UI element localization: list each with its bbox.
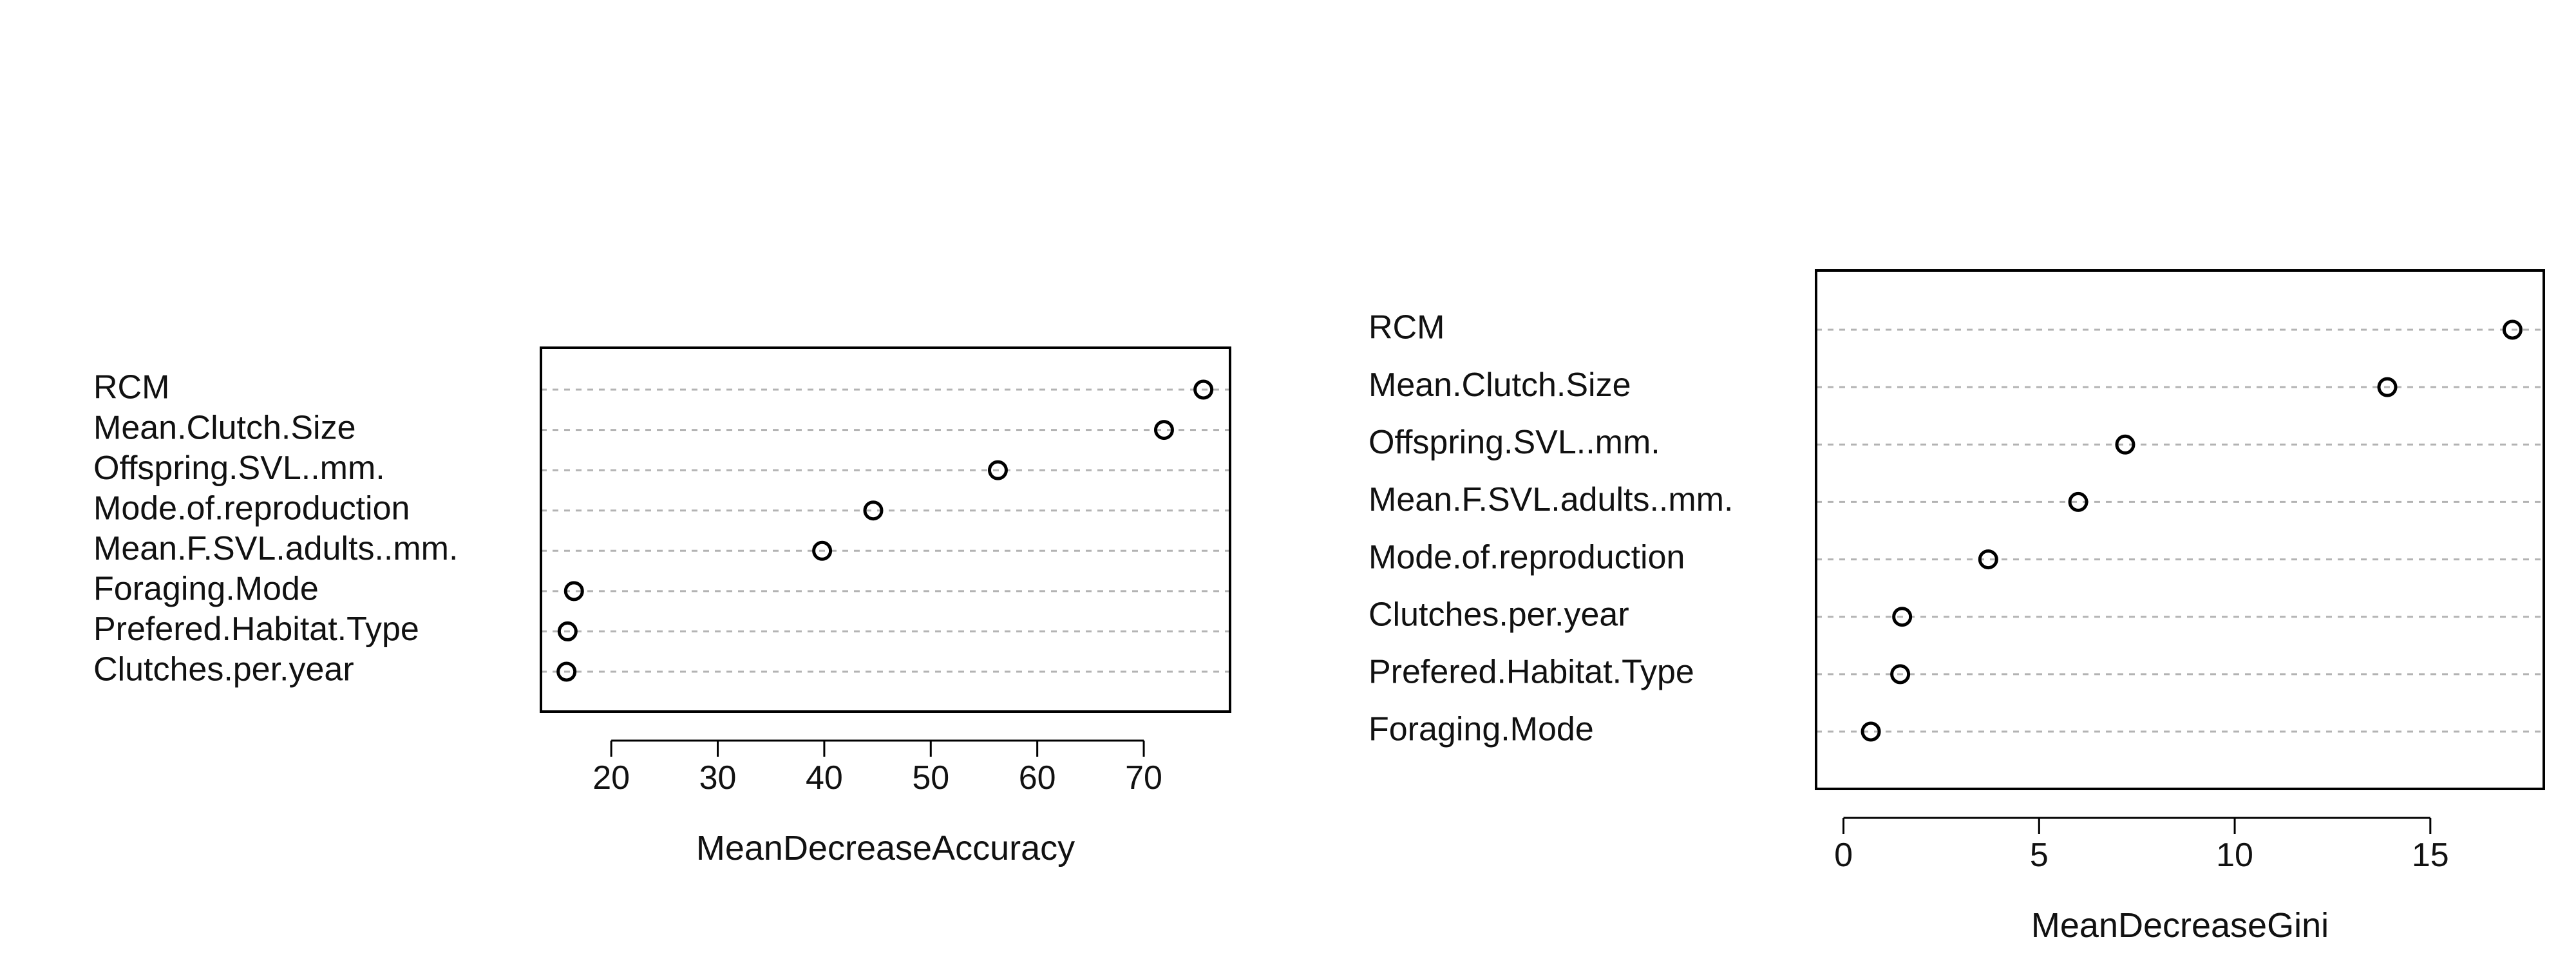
data-point bbox=[557, 621, 578, 641]
category-label: Offspring.SVL..mm. bbox=[1368, 424, 1660, 461]
category-label: Foraging.Mode bbox=[1368, 711, 1594, 748]
data-point bbox=[1153, 420, 1174, 440]
data-point bbox=[1861, 721, 1881, 742]
x-tick-label: 20 bbox=[592, 759, 630, 797]
category-label: Mode.of.reproduction bbox=[93, 489, 410, 527]
x-tick-label: 15 bbox=[2412, 837, 2449, 874]
category-label: Mean.F.SVL.adults..mm. bbox=[1368, 481, 1733, 518]
data-point bbox=[556, 661, 577, 682]
category-label: RCM bbox=[93, 369, 169, 406]
category-label: Prefered.Habitat.Type bbox=[1368, 654, 1694, 691]
data-point bbox=[2377, 377, 2398, 397]
category-label: Mean.Clutch.Size bbox=[1368, 366, 1631, 404]
x-tick-label: 5 bbox=[2030, 837, 2049, 874]
category-label: Clutches.per.year bbox=[93, 651, 354, 688]
category-label: Foraging.Mode bbox=[93, 571, 319, 608]
data-point bbox=[1193, 379, 1214, 400]
data-point bbox=[863, 500, 884, 521]
data-point bbox=[2502, 319, 2523, 340]
data-point bbox=[1892, 607, 1913, 627]
data-point bbox=[2068, 491, 2088, 512]
category-label: Prefered.Habitat.Type bbox=[93, 611, 419, 648]
gini-dotchart: RCM Mean.Clutch.Size Offspring.SVL..mm. Mea… bbox=[1368, 269, 2545, 945]
x-tick-label: 0 bbox=[1834, 837, 1853, 874]
data-point bbox=[564, 581, 584, 601]
data-point bbox=[1978, 549, 1998, 570]
x-tick-label: 30 bbox=[699, 759, 737, 797]
category-label: RCM bbox=[1368, 309, 1444, 346]
data-point bbox=[812, 540, 833, 561]
data-point bbox=[1890, 664, 1911, 685]
x-tick-label: 70 bbox=[1125, 759, 1162, 797]
plot-frame bbox=[1815, 269, 2545, 790]
x-tick-label: 50 bbox=[912, 759, 949, 797]
category-label: Mode.of.reproduction bbox=[1368, 538, 1685, 576]
data-point bbox=[987, 460, 1008, 480]
category-label: Mean.F.SVL.adults..mm. bbox=[93, 530, 458, 567]
x-tick-label: 10 bbox=[2216, 837, 2253, 874]
x-tick-label: 40 bbox=[806, 759, 843, 797]
category-label: Clutches.per.year bbox=[1368, 596, 1629, 633]
x-tick-label: 60 bbox=[1019, 759, 1056, 797]
x-axis-title: MeanDecreaseGini bbox=[2031, 906, 2329, 945]
category-label: Mean.Clutch.Size bbox=[93, 409, 356, 446]
plot-frame bbox=[540, 346, 1231, 713]
category-label: Offspring.SVL..mm. bbox=[93, 450, 385, 487]
data-point bbox=[2115, 434, 2136, 455]
x-axis-title: MeanDecreaseAccuracy bbox=[696, 829, 1075, 867]
